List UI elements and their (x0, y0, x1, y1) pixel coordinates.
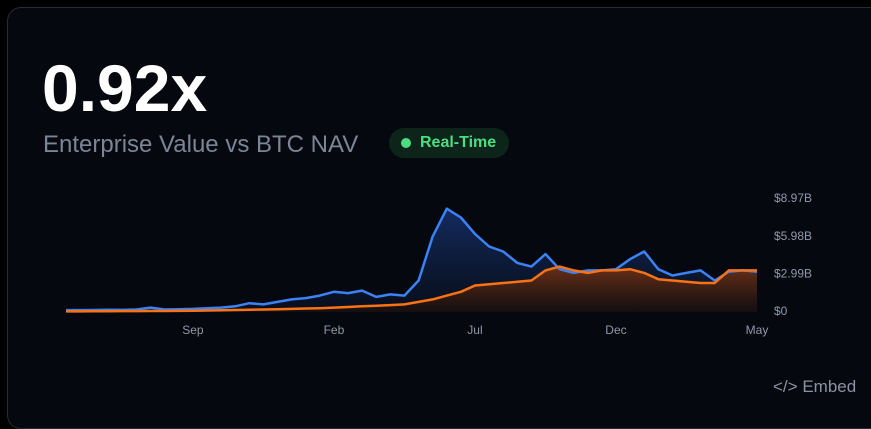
x-tick-label: Feb (324, 323, 345, 337)
y-tick-label: $2.99B (774, 267, 812, 281)
x-tick-label: May (746, 323, 769, 337)
y-tick-label: $5.98B (774, 229, 812, 243)
page: 0.92x Enterprise Value vs BTC NAV Real-T… (7, 7, 871, 429)
badge: Real-Time (389, 128, 510, 158)
subtitle: Enterprise Value vs BTC NAV (43, 131, 359, 158)
embed-label: Embed (802, 377, 857, 396)
badge-label: Real-Time (420, 134, 497, 151)
card: 0.92x Enterprise Value vs BTC NAV Real-T… (7, 7, 871, 429)
x-tick-label: Jul (467, 323, 482, 337)
chart: $0 $2.99B $5.98B $8.97B Sep Feb Jul Dec May (66, 191, 812, 337)
embed-button[interactable]: </> Embed (773, 377, 856, 397)
series-line (66, 265, 757, 313)
y-tick-label: $0 (774, 304, 788, 318)
status-dot (401, 138, 411, 148)
area (66, 266, 757, 312)
series-line (66, 207, 758, 312)
y-tick-label: $8.97B (774, 191, 812, 205)
x-tick-label: Dec (605, 323, 626, 337)
embed-icon: </> (773, 377, 798, 396)
x-tick-label: Sep (182, 323, 204, 337)
headline-value: 0.92x (42, 51, 208, 125)
